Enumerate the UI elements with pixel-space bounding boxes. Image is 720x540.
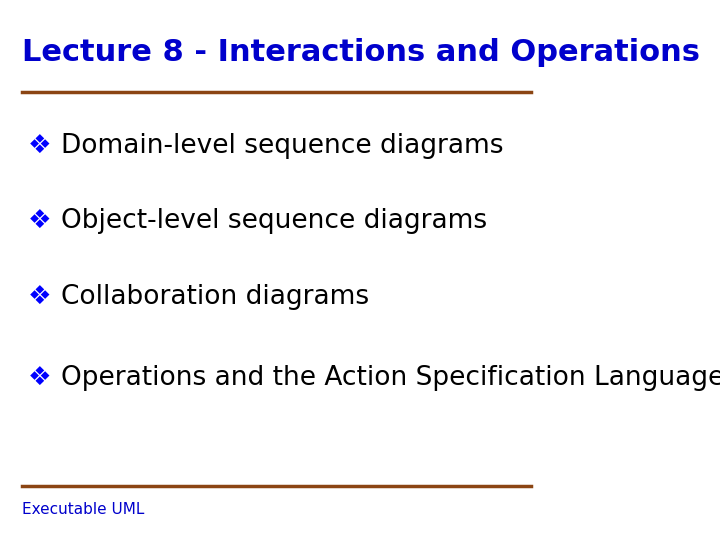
Text: Collaboration diagrams: Collaboration diagrams: [61, 284, 369, 310]
Text: Lecture 8 - Interactions and Operations: Lecture 8 - Interactions and Operations: [22, 38, 700, 67]
Text: ❖: ❖: [27, 208, 51, 234]
Text: Operations and the Action Specification Language: Operations and the Action Specification …: [61, 365, 720, 391]
Text: Domain-level sequence diagrams: Domain-level sequence diagrams: [61, 133, 503, 159]
Text: ❖: ❖: [27, 365, 51, 391]
Text: ❖: ❖: [27, 284, 51, 310]
Text: ❖: ❖: [27, 133, 51, 159]
Text: Executable UML: Executable UML: [22, 502, 145, 517]
Text: Object-level sequence diagrams: Object-level sequence diagrams: [61, 208, 487, 234]
